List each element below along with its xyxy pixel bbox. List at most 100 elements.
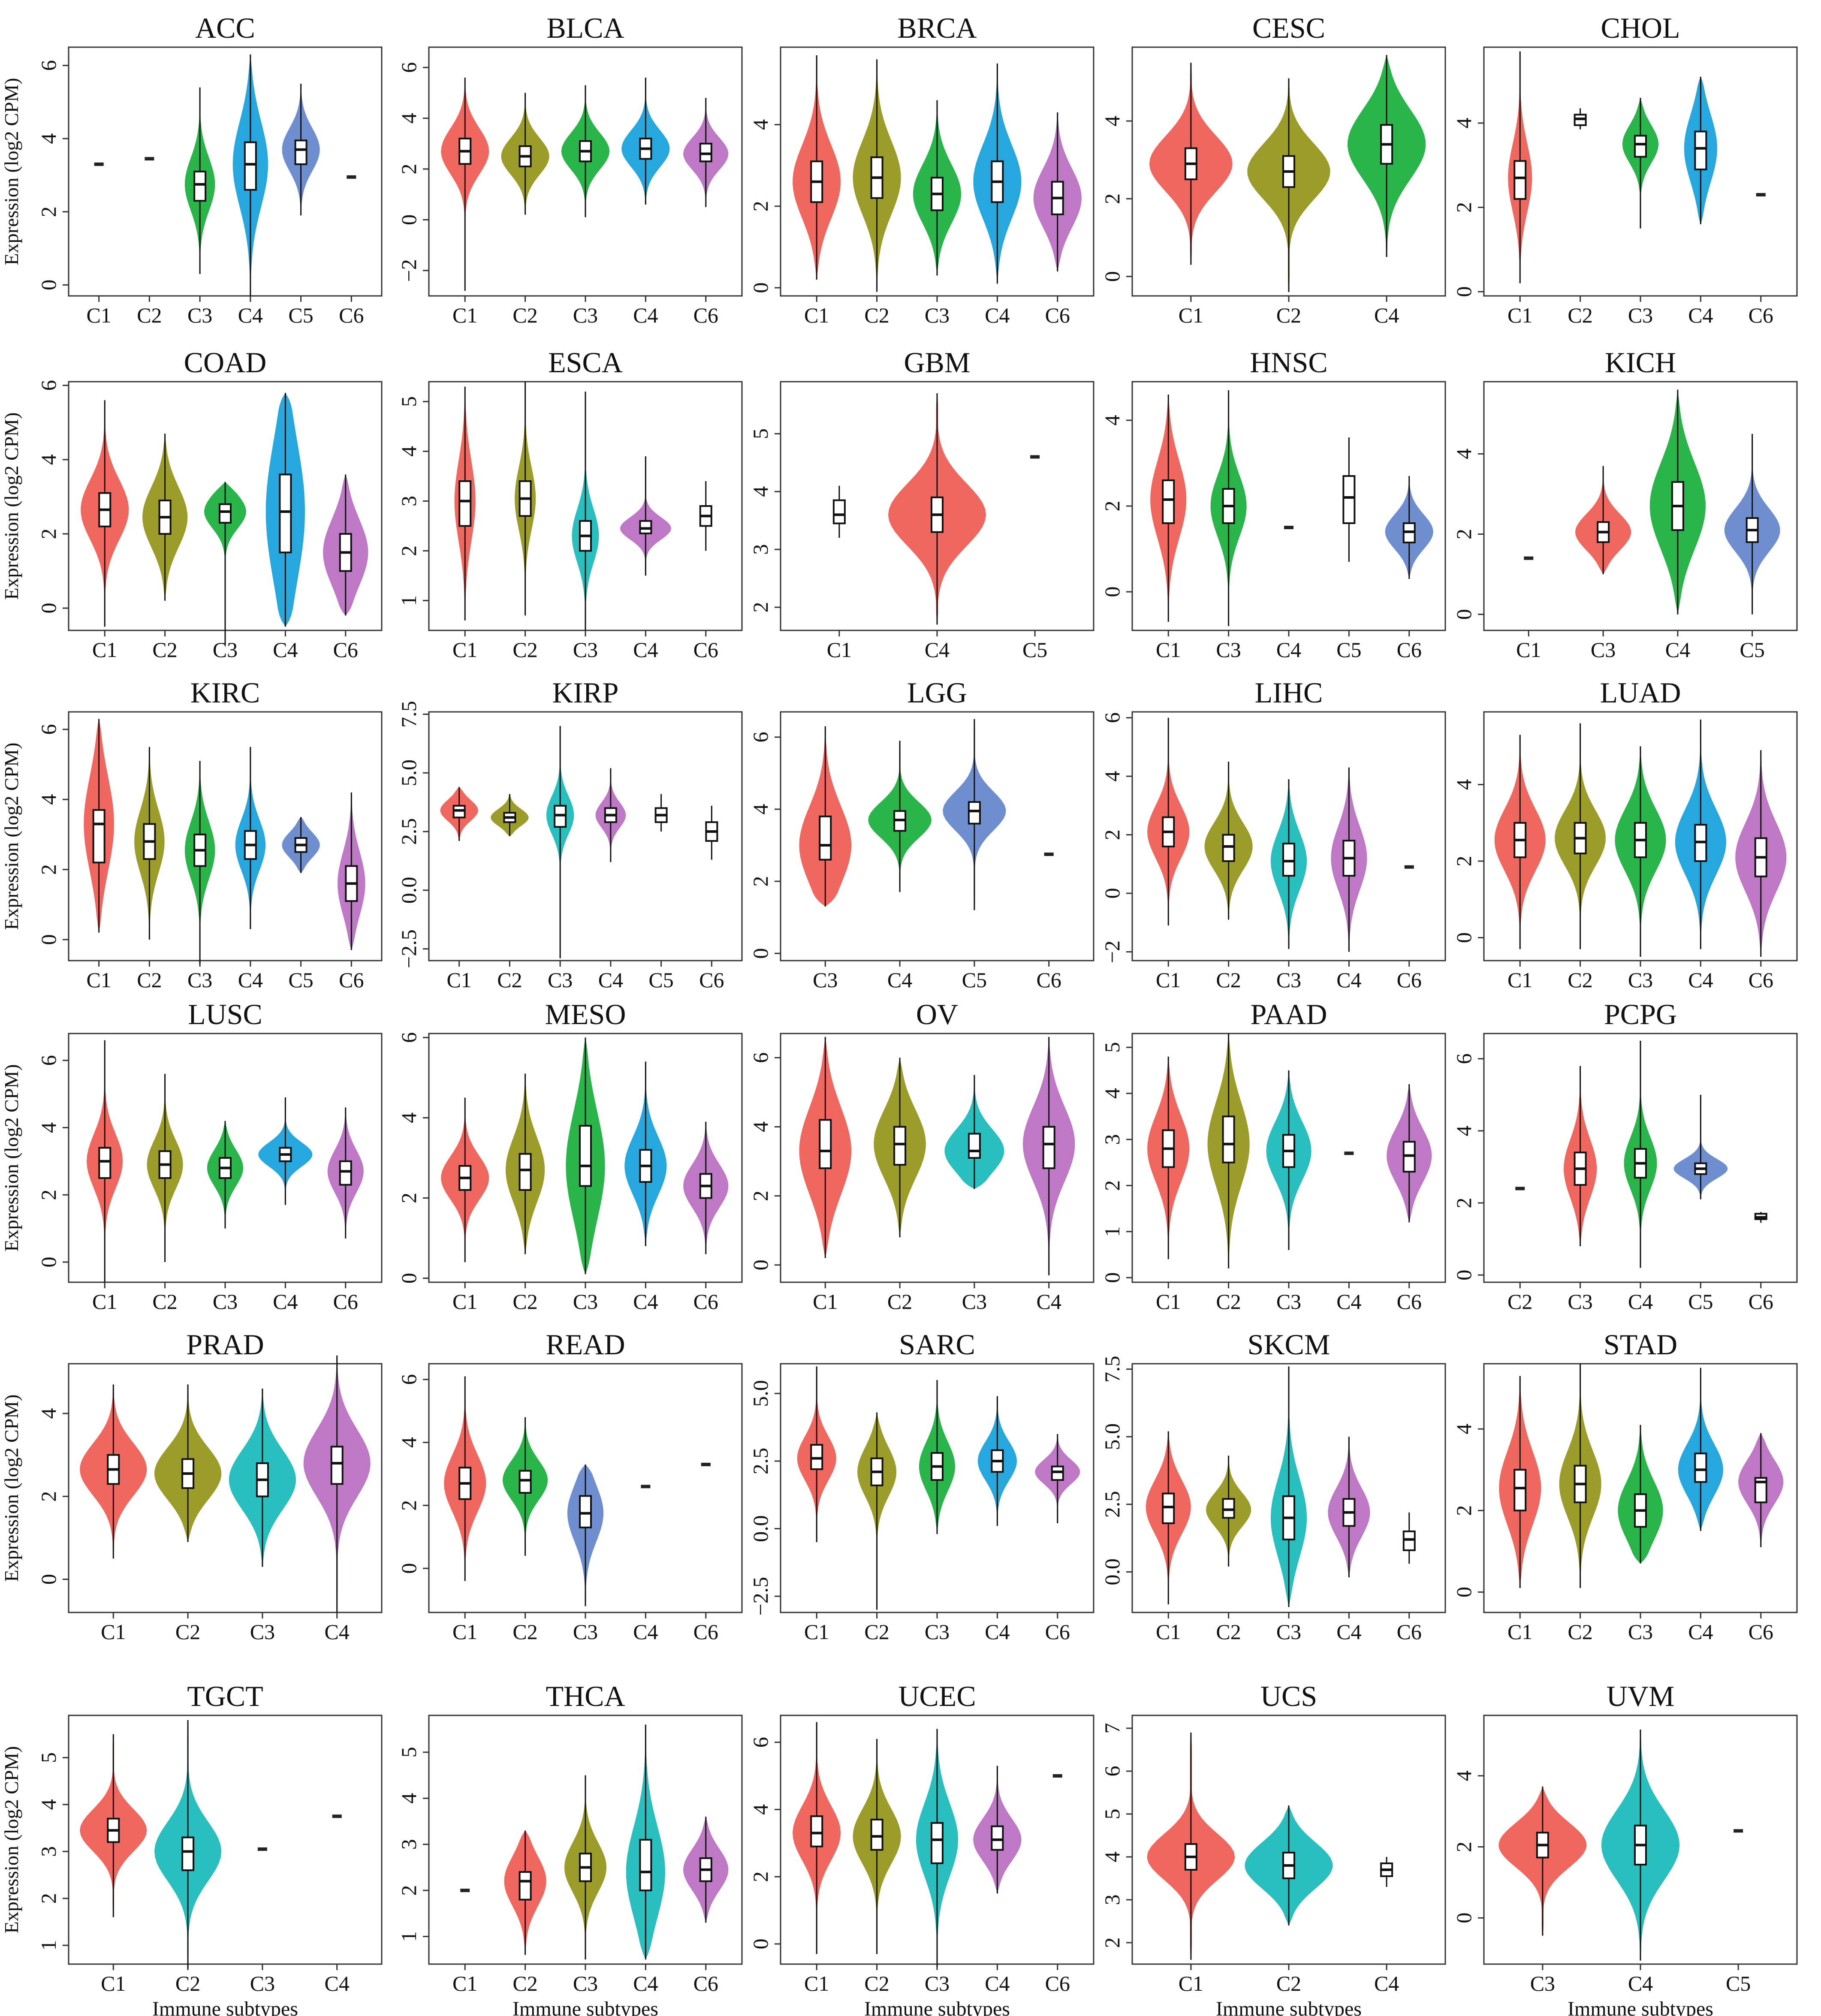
x-tick-label: C1 bbox=[804, 1620, 829, 1644]
group-c3 bbox=[184, 87, 215, 274]
x-tick-label: C1 bbox=[1156, 638, 1181, 662]
y-tick-label: 4 bbox=[397, 1793, 421, 1804]
y-tick-label: 1 bbox=[1100, 1226, 1124, 1237]
group-c1 bbox=[80, 1384, 147, 1559]
plot-frame bbox=[780, 1033, 1094, 1283]
y-tick-label: 0 bbox=[1100, 271, 1124, 282]
y-tick-label: 4 bbox=[1100, 116, 1124, 127]
y-tick-label: 4 bbox=[36, 133, 60, 144]
y-tick-label: 6 bbox=[1100, 1766, 1124, 1777]
x-tick-label: C3 bbox=[1628, 968, 1653, 992]
panel-title: UCEC bbox=[898, 1680, 976, 1712]
x-tick-label: C3 bbox=[925, 1620, 950, 1644]
x-tick-label: C6 bbox=[339, 968, 364, 992]
x-tick-label: C6 bbox=[333, 638, 358, 662]
single-value-mark bbox=[1044, 853, 1054, 856]
x-tick-label: C5 bbox=[288, 968, 313, 992]
group-c4 bbox=[332, 1814, 342, 1818]
group-c1 bbox=[793, 1722, 841, 1954]
x-tick-label: C2 bbox=[152, 638, 177, 662]
x-tick-label: C1 bbox=[1516, 638, 1541, 662]
panel-esca: ESCA 1 2 3 4 5 C1 C2 C3 C4 C6 bbox=[397, 346, 743, 662]
y-tick-label: 6 bbox=[36, 724, 60, 735]
group-c5 bbox=[1734, 1829, 1743, 1833]
single-value-mark bbox=[1524, 556, 1534, 560]
y-tick-label: 4 bbox=[748, 804, 772, 814]
group-c5 bbox=[1342, 437, 1356, 562]
y-tick-label: 2 bbox=[36, 206, 60, 217]
plot-frame bbox=[1483, 381, 1798, 631]
box bbox=[1162, 1492, 1175, 1524]
y-tick-label: 0 bbox=[748, 1260, 772, 1270]
panel-title: TGCT bbox=[187, 1680, 263, 1712]
x-tick-label: C3 bbox=[1276, 968, 1301, 992]
panel-title: STAD bbox=[1604, 1328, 1677, 1361]
box bbox=[193, 171, 207, 202]
x-axis-label: Immune subtypes bbox=[864, 1998, 1010, 2016]
x-tick-label: C2 bbox=[864, 1971, 889, 1995]
group-c3 bbox=[257, 1847, 267, 1851]
group-c3 bbox=[799, 726, 852, 907]
panel-read: READ 0 2 4 6 C1 C2 C3 C4 C6 bbox=[397, 1328, 743, 1644]
y-tick-label: 5.0 bbox=[397, 759, 421, 787]
x-tick-label: C5 bbox=[962, 968, 987, 992]
group-c6 bbox=[1754, 1212, 1767, 1223]
panel-title: ACC bbox=[195, 12, 255, 44]
x-tick-label: C2 bbox=[152, 1290, 177, 1314]
group-c4 bbox=[626, 1724, 665, 1960]
single-value-mark bbox=[701, 1462, 711, 1466]
box bbox=[1634, 135, 1647, 158]
single-value-mark bbox=[332, 1814, 342, 1818]
box bbox=[968, 801, 981, 825]
panel-title: PAAD bbox=[1251, 998, 1327, 1031]
y-tick-label: −2 bbox=[1100, 940, 1124, 963]
group-c3 bbox=[1266, 1070, 1311, 1250]
y-tick-label: 4 bbox=[1452, 1125, 1476, 1136]
y-tick-label: 2.5 bbox=[1100, 1491, 1124, 1518]
x-tick-label: C3 bbox=[1276, 1620, 1301, 1644]
y-axis-label: Expression (log2 CPM) bbox=[0, 1395, 22, 1582]
group-c6 bbox=[1738, 1433, 1784, 1547]
box bbox=[1694, 1452, 1707, 1483]
box bbox=[339, 1160, 352, 1186]
x-tick-label: C4 bbox=[1628, 1971, 1653, 1995]
x-tick-label: C4 bbox=[1374, 303, 1399, 327]
x-axis-label: Immune subtypes bbox=[1216, 1998, 1362, 2016]
x-tick-label: C3 bbox=[1276, 1290, 1301, 1314]
y-tick-label: 6 bbox=[397, 62, 421, 73]
x-tick-label: C4 bbox=[1336, 1290, 1361, 1314]
box bbox=[819, 815, 832, 861]
y-tick-label: 2 bbox=[397, 1193, 421, 1203]
x-tick-label: C1 bbox=[92, 638, 117, 662]
x-tick-label: C6 bbox=[339, 303, 364, 327]
group-c3 bbox=[1622, 97, 1659, 229]
x-tick-label: C2 bbox=[175, 1620, 200, 1644]
panel-title: OV bbox=[916, 998, 958, 1031]
y-tick-label: 6 bbox=[36, 380, 60, 391]
x-tick-label: C2 bbox=[513, 638, 537, 662]
y-tick-label: 7.5 bbox=[1100, 1356, 1124, 1383]
y-tick-label: 4 bbox=[36, 1799, 60, 1810]
group-c6 bbox=[683, 1817, 729, 1923]
x-tick-label: C6 bbox=[693, 1290, 718, 1314]
x-tick-label: C4 bbox=[925, 638, 950, 662]
y-tick-label: 5 bbox=[1100, 1809, 1124, 1820]
y-tick-label: 4 bbox=[748, 119, 772, 130]
group-c3 bbox=[1615, 746, 1666, 957]
y-tick-label: 2 bbox=[36, 1190, 60, 1200]
x-tick-label: C4 bbox=[985, 1971, 1010, 1995]
group-c5 bbox=[1030, 455, 1040, 459]
x-tick-label: C1 bbox=[86, 968, 111, 992]
y-tick-label: 4 bbox=[36, 1122, 60, 1133]
y-tick-label: 3 bbox=[1100, 1895, 1124, 1905]
x-tick-label: C2 bbox=[864, 303, 889, 327]
y-tick-label: 4 bbox=[1452, 1424, 1476, 1434]
y-tick-label: 2 bbox=[36, 1491, 60, 1502]
group-c2 bbox=[1206, 1455, 1251, 1567]
x-tick-label: C3 bbox=[1568, 1290, 1592, 1314]
x-tick-label: C4 bbox=[273, 1290, 298, 1314]
group-c2 bbox=[145, 157, 154, 161]
box bbox=[832, 499, 846, 524]
group-c2 bbox=[1555, 723, 1606, 949]
y-tick-label: 5.0 bbox=[748, 1380, 772, 1407]
